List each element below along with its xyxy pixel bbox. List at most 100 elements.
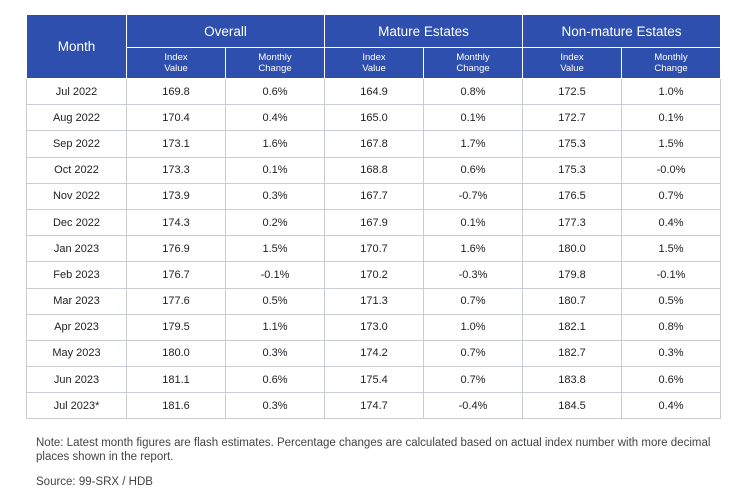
non-mature-index-cell: 177.3: [522, 208, 622, 237]
overall-index-cell: 170.4: [126, 104, 226, 132]
overall-index-cell: 176.7: [126, 261, 226, 289]
table-row: Dec 2022 174.3 0.2% 167.9 0.1% 177.3 0.4%: [26, 208, 721, 237]
hdb-resale-price-index-table: Month Overall Mature Estates Non-mature …: [26, 14, 721, 420]
month-cell: Mar 2023: [26, 287, 127, 315]
table-row: Jul 2022 169.8 0.6% 164.9 0.8% 172.5 1.0%: [26, 77, 721, 106]
table-row: Sep 2022 173.1 1.6% 167.8 1.7% 175.3 1.5%: [26, 130, 721, 158]
table-body: Jul 2022 169.8 0.6% 164.9 0.8% 172.5 1.0% Aug 2…: [26, 77, 721, 420]
overall-change-cell: -0.1%: [225, 261, 325, 289]
overall-change-cell: 0.4%: [225, 104, 325, 132]
mature-change-cell: 1.6%: [423, 235, 523, 263]
mature-index-cell: 164.9: [324, 77, 424, 106]
mature-change-cell: 1.0%: [423, 313, 523, 341]
overall-index-cell: 180.0: [126, 339, 226, 368]
mature-change-cell: 0.1%: [423, 104, 523, 132]
month-cell: Jun 2023: [26, 366, 127, 394]
month-cell: Sep 2022: [26, 130, 127, 158]
mature-index-cell: 171.3: [324, 287, 424, 315]
non-mature-change-cell: -0.0%: [621, 156, 721, 184]
mature-index-cell: 175.4: [324, 366, 424, 394]
table-row: Jul 2023* 181.6 0.3% 174.7 -0.4% 184.5 0.4%: [26, 392, 721, 420]
non-mature-index-cell: 176.5: [522, 182, 622, 210]
overall-change-cell: 1.5%: [225, 235, 325, 263]
table-row: Apr 2023 179.5 1.1% 173.0 1.0% 182.1 0.8%: [26, 313, 721, 341]
overall-change-cell: 1.1%: [225, 313, 325, 341]
non-mature-index-cell: 179.8: [522, 261, 622, 289]
table-header: Month Overall Mature Estates Non-mature …: [26, 14, 721, 79]
overall-index-cell: 173.3: [126, 156, 226, 184]
mature-change-cell: 0.1%: [423, 208, 523, 237]
mature-index-cell: 174.2: [324, 339, 424, 368]
overall-index-cell: 169.8: [126, 77, 226, 106]
mature-change-cell: 0.7%: [423, 366, 523, 394]
sub-header-monthly-change: Monthly Change: [621, 47, 721, 79]
mature-change-cell: 1.7%: [423, 130, 523, 158]
non-mature-change-cell: 0.8%: [621, 313, 721, 341]
overall-change-cell: 0.3%: [225, 392, 325, 420]
overall-index-cell: 173.9: [126, 182, 226, 210]
mature-index-cell: 173.0: [324, 313, 424, 341]
overall-index-cell: 179.5: [126, 313, 226, 341]
mature-change-cell: -0.3%: [423, 261, 523, 289]
non-mature-change-cell: 0.6%: [621, 366, 721, 394]
non-mature-change-cell: 0.5%: [621, 287, 721, 315]
month-cell: Aug 2022: [26, 104, 127, 132]
table-row: Jun 2023 181.1 0.6% 175.4 0.7% 183.8 0.6%: [26, 366, 721, 394]
overall-change-cell: 0.5%: [225, 287, 325, 315]
mature-change-cell: -0.4%: [423, 392, 523, 420]
footnote: Note: Latest month figures are flash est…: [36, 437, 711, 463]
non-mature-change-cell: 0.7%: [621, 182, 721, 210]
non-mature-index-cell: 175.3: [522, 156, 622, 184]
table-row: Nov 2022 173.9 0.3% 167.7 -0.7% 176.5 0.7%: [26, 182, 721, 210]
non-mature-index-cell: 184.5: [522, 392, 622, 420]
overall-change-cell: 0.3%: [225, 339, 325, 368]
sub-header-index-value: Index Value: [324, 47, 424, 79]
non-mature-index-cell: 172.7: [522, 104, 622, 132]
overall-change-cell: 1.6%: [225, 130, 325, 158]
sub-header-monthly-change: Monthly Change: [225, 47, 325, 79]
table-row: Feb 2023 176.7 -0.1% 170.2 -0.3% 179.8 -0.1%: [26, 261, 721, 289]
overall-index-cell: 181.6: [126, 392, 226, 420]
overall-index-cell: 173.1: [126, 130, 226, 158]
month-cell: May 2023: [26, 339, 127, 368]
non-mature-index-cell: 182.1: [522, 313, 622, 341]
mature-index-cell: 174.7: [324, 392, 424, 420]
table-row: Jan 2023 176.9 1.5% 170.7 1.6% 180.0 1.5%: [26, 235, 721, 263]
month-cell: Feb 2023: [26, 261, 127, 289]
non-mature-index-cell: 182.7: [522, 339, 622, 368]
non-mature-index-cell: 183.8: [522, 366, 622, 394]
mature-change-cell: -0.7%: [423, 182, 523, 210]
overall-index-cell: 177.6: [126, 287, 226, 315]
sub-header-monthly-change: Monthly Change: [423, 47, 523, 79]
source-credit: Source: 99-SRX / HDB: [36, 476, 153, 488]
overall-change-cell: 0.3%: [225, 182, 325, 210]
non-mature-change-cell: -0.1%: [621, 261, 721, 289]
overall-change-cell: 0.6%: [225, 77, 325, 106]
mature-index-cell: 168.8: [324, 156, 424, 184]
overall-change-cell: 0.6%: [225, 366, 325, 394]
mature-index-cell: 170.7: [324, 235, 424, 263]
group-header-non-mature: Non-mature Estates: [522, 14, 721, 48]
month-cell: Oct 2022: [26, 156, 127, 184]
table-row: Oct 2022 173.3 0.1% 168.8 0.6% 175.3 -0.0%: [26, 156, 721, 184]
month-cell: Jul 2023*: [26, 392, 127, 420]
table-row: Aug 2022 170.4 0.4% 165.0 0.1% 172.7 0.1%: [26, 104, 721, 132]
overall-index-cell: 174.3: [126, 208, 226, 237]
overall-index-cell: 181.1: [126, 366, 226, 394]
sub-header-index-value: Index Value: [126, 47, 226, 79]
month-cell: Nov 2022: [26, 182, 127, 210]
non-mature-change-cell: 0.3%: [621, 339, 721, 368]
non-mature-change-cell: 1.5%: [621, 130, 721, 158]
group-header-overall: Overall: [126, 14, 325, 48]
overall-change-cell: 0.2%: [225, 208, 325, 237]
non-mature-index-cell: 172.5: [522, 77, 622, 106]
mature-index-cell: 165.0: [324, 104, 424, 132]
group-header-row: Month Overall Mature Estates Non-mature …: [26, 14, 721, 79]
table-row: May 2023 180.0 0.3% 174.2 0.7% 182.7 0.3%: [26, 339, 721, 368]
overall-change-cell: 0.1%: [225, 156, 325, 184]
non-mature-change-cell: 0.4%: [621, 208, 721, 237]
table-row: Mar 2023 177.6 0.5% 171.3 0.7% 180.7 0.5%: [26, 287, 721, 315]
mature-change-cell: 0.8%: [423, 77, 523, 106]
sub-header-index-value: Index Value: [522, 47, 622, 79]
month-header: Month: [26, 14, 127, 79]
